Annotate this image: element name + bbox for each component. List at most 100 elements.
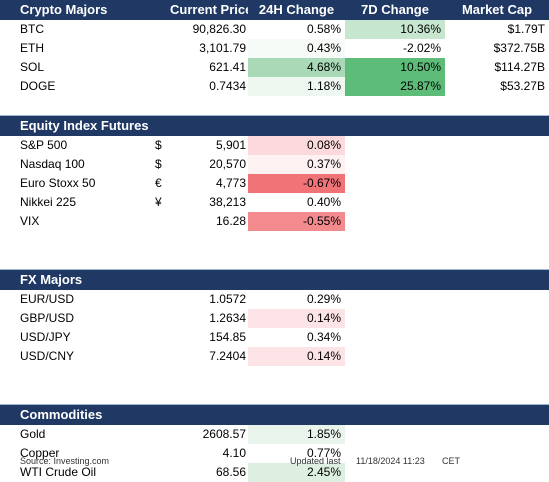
current-price: 1.2634 [209, 311, 246, 325]
current-price: 3,101.79 [199, 41, 246, 55]
crypto-row: BTC 90,826.30 0.58% 10.36% $1.79T [0, 20, 549, 39]
current-price: 16.28 [215, 214, 246, 228]
change-24h: 0.14% [248, 347, 345, 366]
index-name: Nasdaq 100 [20, 157, 85, 171]
change-24h: -0.55% [248, 212, 345, 231]
asset-name: BTC [20, 22, 44, 36]
change-24h: 4.68% [248, 58, 345, 77]
change-24h: 0.58% [248, 20, 345, 39]
crypto-row: SOL 621.41 4.68% 10.50% $114.27B [0, 58, 549, 77]
current-price: 68.56 [215, 465, 246, 479]
current-price: 20,570 [209, 157, 246, 171]
commodity-name: Gold [20, 427, 46, 441]
equity-section-title: Equity Index Futures [20, 118, 149, 133]
current-price: 1.0572 [209, 292, 246, 306]
fx-row: EUR/USD 1.0572 0.29% [0, 290, 549, 309]
commodities-header-row: Commodities [0, 405, 549, 425]
change-24h: 1.85% [248, 425, 345, 444]
pair-name: USD/CNY [20, 349, 75, 363]
change-24h: 0.43% [248, 39, 345, 58]
current-price: 5,901 [215, 138, 246, 152]
current-price: 2608.57 [202, 427, 246, 441]
index-name: VIX [20, 214, 40, 228]
change-24h: -0.67% [248, 174, 345, 193]
fx-row: USD/JPY 154.85 0.34% [0, 328, 549, 347]
updated-label: Updated last [290, 456, 341, 466]
pair-name: USD/JPY [20, 330, 71, 344]
change-24h: 0.08% [248, 136, 345, 155]
equity-row: Euro Stoxx 50 €4,773 -0.67% [0, 174, 549, 193]
fx-rows: EUR/USD 1.0572 0.29% GBP/USD 1.2634 0.14% USD/… [0, 290, 549, 366]
market-cap: $1.79T [507, 22, 545, 36]
index-name: Euro Stoxx 50 [20, 176, 96, 190]
equity-row: Nikkei 225 ¥38,213 0.40% [0, 193, 549, 212]
crypto-section-title: Crypto Majors [20, 2, 108, 17]
change-24h: 0.34% [248, 328, 345, 347]
asset-name: DOGE [20, 79, 56, 93]
commodities-rows: Gold 2608.57 1.85% Copper 4.10 0.77% WTI Crude… [0, 425, 549, 482]
commodities-section-title: Commodities [20, 407, 103, 422]
col-current-price: Current Price [170, 2, 248, 17]
crypto-rows: BTC 90,826.30 0.58% 10.36% $1.79T ETH 3,101.79… [0, 20, 549, 96]
current-price: 4.10 [222, 446, 246, 460]
spacer [0, 385, 549, 405]
currency-symbol: $ [155, 138, 162, 152]
change-7d: 10.36% [345, 20, 445, 39]
asset-name: SOL [20, 60, 45, 74]
current-price: 90,826.30 [192, 22, 246, 36]
change-24h: 0.77% [248, 444, 345, 463]
currency-symbol: ¥ [155, 195, 162, 209]
commodity-name: Copper [20, 446, 60, 460]
currency-symbol: € [155, 176, 162, 190]
fx-row: GBP/USD 1.2634 0.14% [0, 309, 549, 328]
index-name: S&P 500 [20, 138, 68, 152]
crypto-header-row: Crypto Majors Current Price 24H Change 7… [0, 0, 549, 20]
current-price: 7.2404 [209, 349, 246, 363]
current-price: 621.41 [209, 60, 246, 74]
fx-row: USD/CNY 7.2404 0.14% [0, 347, 549, 366]
spacer [0, 366, 549, 385]
spacer [0, 231, 549, 250]
equity-row: Nasdaq 100 $20,570 0.37% [0, 155, 549, 174]
market-cap: $372.75B [493, 41, 545, 55]
change-24h: 0.29% [248, 290, 345, 309]
index-name: Nikkei 225 [20, 195, 77, 209]
equity-rows: S&P 500 $5,901 0.08% Nasdaq 100 $20,570 0.37%… [0, 136, 549, 231]
current-price: 0.7434 [209, 79, 246, 93]
equity-row: S&P 500 $5,901 0.08% [0, 136, 549, 155]
current-price: 4,773 [215, 176, 246, 190]
spacer [0, 96, 549, 116]
change-24h: 0.14% [248, 309, 345, 328]
fx-section-title: FX Majors [20, 272, 83, 287]
pair-name: EUR/USD [20, 292, 75, 306]
change-24h: 0.40% [248, 193, 345, 212]
timezone-label: CET [442, 456, 460, 466]
commodity-row: Gold 2608.57 1.85% [0, 425, 549, 444]
crypto-row: DOGE 0.7434 1.18% 25.87% $53.27B [0, 77, 549, 96]
commodity-row: Copper 4.10 0.77% [0, 444, 549, 463]
change-24h: 1.18% [248, 77, 345, 96]
spacer [0, 250, 549, 270]
change-7d: 10.50% [345, 58, 445, 77]
fx-header-row: FX Majors [0, 270, 549, 290]
market-cap: $114.27B [494, 60, 546, 74]
crypto-row: ETH 3,101.79 0.43% -2.02% $372.75B [0, 39, 549, 58]
currency-symbol [155, 212, 170, 231]
equity-header-row: Equity Index Futures [0, 116, 549, 136]
updated-datetime: 11/18/2024 11:23 [356, 456, 425, 466]
change-7d: 25.87% [345, 77, 445, 96]
col-24h-change: 24H Change [258, 2, 335, 17]
change-7d: -2.02% [345, 39, 445, 58]
current-price: 38,213 [209, 195, 246, 209]
equity-row: VIX 16.28 -0.55% [0, 212, 549, 231]
col-7d-change: 7D Change [361, 2, 429, 17]
currency-symbol: $ [155, 157, 162, 171]
change-24h: 0.37% [248, 155, 345, 174]
source-label: Source: Investing.com [20, 456, 110, 466]
asset-name: ETH [20, 41, 44, 55]
current-price: 154.85 [209, 330, 246, 344]
col-market-cap: Market Cap [461, 2, 533, 17]
pair-name: GBP/USD [20, 311, 75, 325]
market-cap: $53.27B [500, 79, 545, 93]
